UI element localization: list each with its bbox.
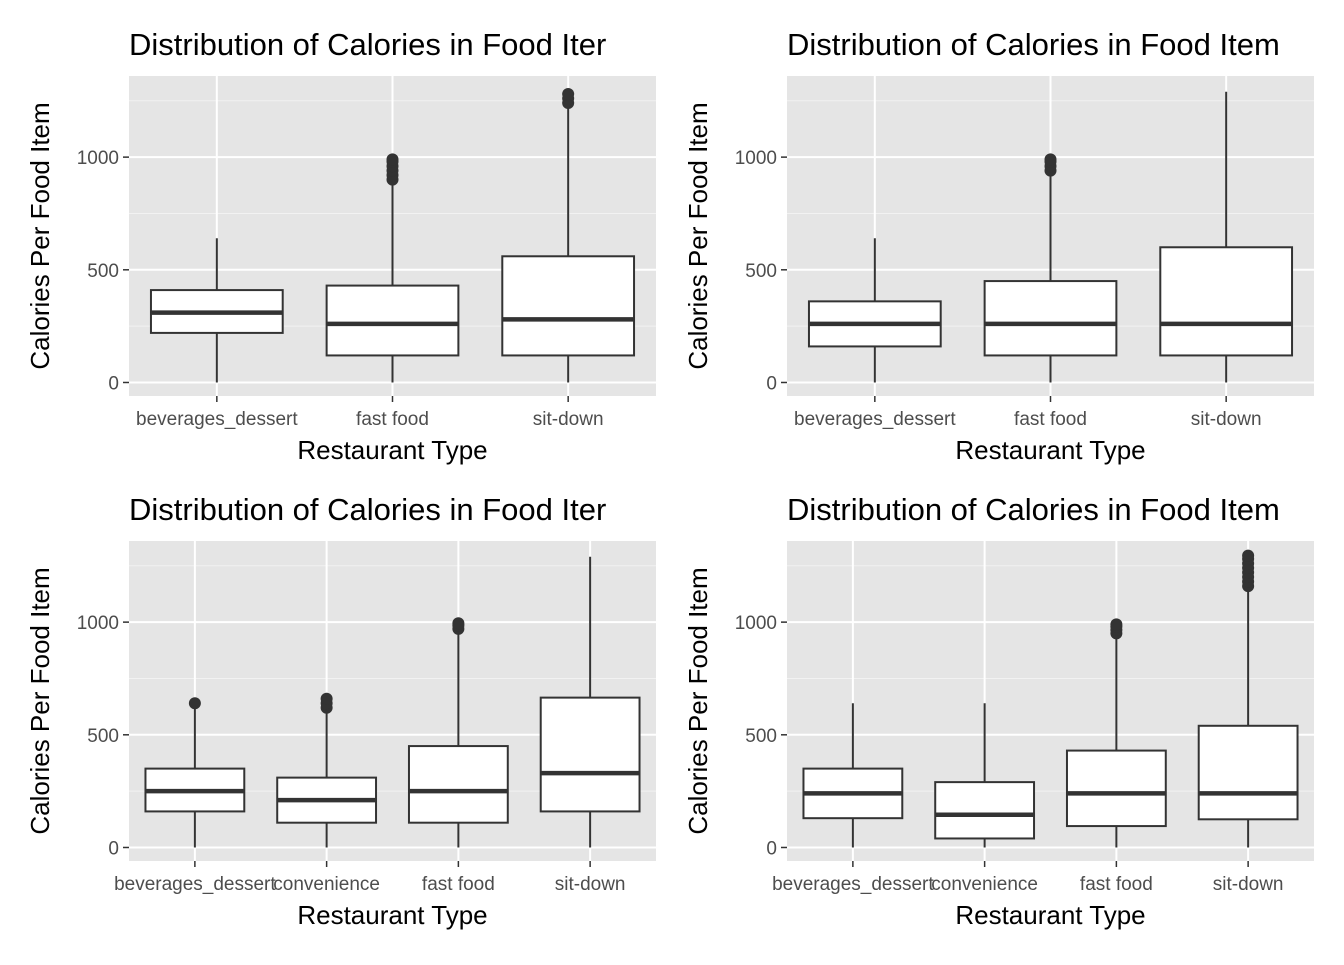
y-axis-label: Calories Per Food Item [25, 102, 55, 369]
chart-title: Distribution of Calories in Food Iter [129, 27, 606, 62]
outlier-point [452, 617, 465, 630]
x-tick-label: sit-down [533, 409, 604, 430]
outlier-point [188, 697, 201, 710]
box-1 [276, 692, 378, 848]
x-tick-label: fast food [422, 874, 495, 895]
box-iqr [1197, 724, 1299, 821]
x-tick-label: fast food [1080, 874, 1153, 895]
y-tick-label: 0 [766, 373, 777, 394]
x-tick-label: fast food [356, 409, 429, 430]
chart-panel: 0 500 1000 beverages_dessert fast food sit-do… [25, 27, 656, 465]
box-iqr [934, 781, 1036, 840]
box-iqr [501, 255, 636, 357]
y-tick-label: 1000 [735, 613, 777, 634]
y-tick-label: 1000 [77, 148, 119, 169]
y-tick-label: 0 [108, 373, 119, 394]
box-2 [501, 88, 636, 383]
y-tick-label: 0 [766, 838, 777, 859]
outlier-point [320, 692, 333, 705]
x-tick-label: sit-down [1213, 874, 1284, 895]
chart-title: Distribution of Calories in Food Item [787, 492, 1280, 527]
box-1 [325, 153, 460, 383]
x-tick-label: convenience [273, 874, 380, 895]
y-tick-label: 1000 [735, 148, 777, 169]
box-iqr [325, 284, 460, 357]
y-tick-label: 500 [745, 261, 777, 282]
outlier-point [562, 88, 575, 101]
x-tick-label: fast food [1014, 409, 1087, 430]
y-tick-label: 500 [87, 261, 119, 282]
outlier-point [1110, 618, 1123, 631]
box-iqr [1065, 749, 1167, 828]
y-axis-label: Calories Per Food Item [683, 567, 713, 834]
x-tick-label: sit-down [555, 874, 626, 895]
outlier-point [1044, 153, 1057, 166]
box-2 [1159, 91, 1294, 383]
y-tick-label: 0 [108, 838, 119, 859]
x-axis-label: Restaurant Type [297, 435, 487, 465]
x-tick-label: beverages_dessert [794, 409, 956, 430]
x-axis-label: Restaurant Type [955, 900, 1145, 930]
box-0 [807, 238, 942, 383]
box-iqr [983, 280, 1118, 357]
y-tick-label: 500 [87, 726, 119, 747]
y-tick-label: 1000 [77, 613, 119, 634]
box-0 [802, 703, 904, 848]
box-0 [149, 238, 284, 383]
chart-title: Distribution of Calories in Food Item [787, 27, 1280, 62]
chart-panel: 0 500 1000 beverages_dessert fast food sit-do… [683, 27, 1314, 465]
y-axis-label: Calories Per Food Item [25, 567, 55, 834]
outlier-point [386, 153, 399, 166]
x-axis-label: Restaurant Type [955, 435, 1145, 465]
box-0 [144, 697, 246, 848]
x-tick-label: convenience [931, 874, 1038, 895]
box-1 [934, 703, 1036, 848]
chart-title: Distribution of Calories in Food Iter [129, 492, 606, 527]
box-3 [1197, 549, 1299, 848]
x-tick-label: beverages_dessert [772, 874, 934, 895]
x-tick-label: sit-down [1191, 409, 1262, 430]
box-iqr [407, 745, 509, 824]
box-iqr [539, 696, 641, 813]
y-tick-label: 500 [745, 726, 777, 747]
x-tick-label: beverages_dessert [136, 409, 298, 430]
y-axis-label: Calories Per Food Item [683, 102, 713, 369]
x-axis-label: Restaurant Type [297, 900, 487, 930]
box-3 [539, 556, 641, 848]
outlier-point [1242, 549, 1255, 562]
box-2 [1065, 618, 1167, 848]
x-tick-label: beverages_dessert [114, 874, 276, 895]
box-iqr [1159, 246, 1294, 357]
box-1 [983, 153, 1118, 383]
box-2 [407, 617, 509, 848]
